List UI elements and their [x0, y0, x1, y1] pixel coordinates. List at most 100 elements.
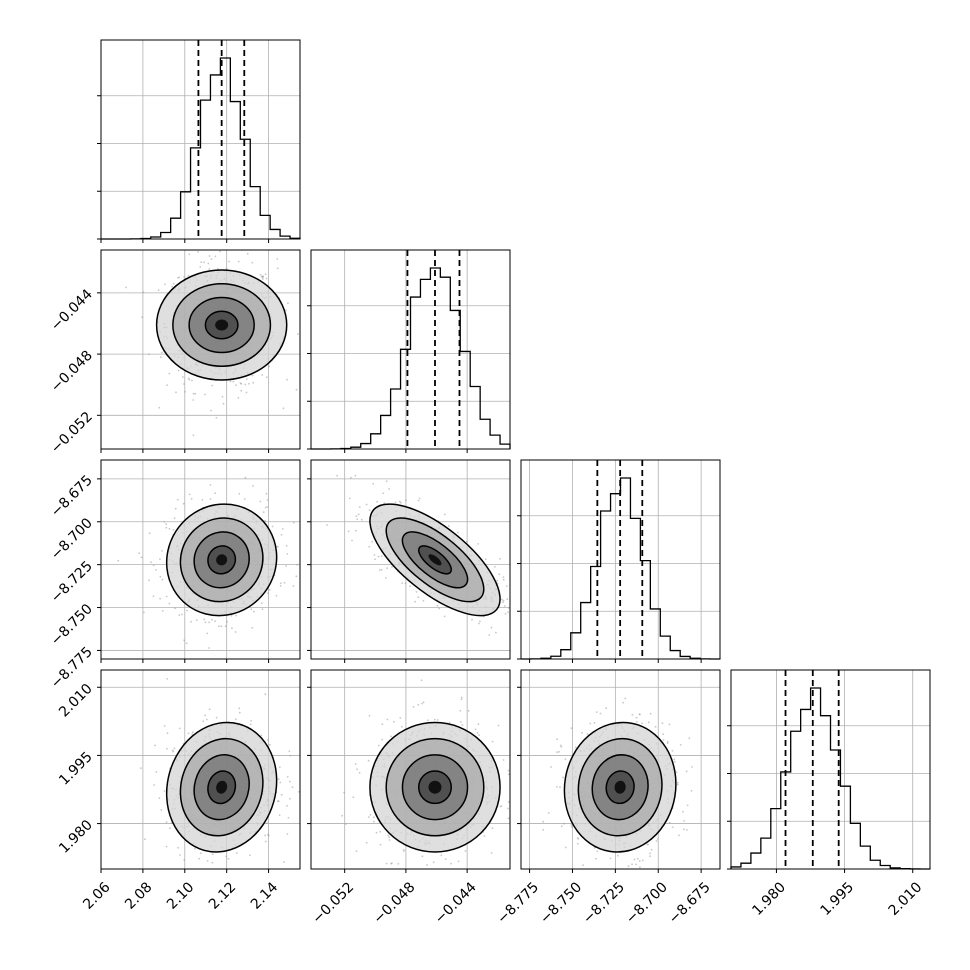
sample-point [251, 374, 254, 377]
sample-point [238, 711, 241, 714]
sample-point [214, 492, 217, 495]
sample-point [491, 827, 494, 830]
density-peak [216, 780, 228, 794]
sample-point [215, 716, 218, 719]
sample-point [203, 618, 206, 621]
sample-point [627, 865, 630, 868]
sample-point [394, 501, 397, 504]
sample-point [478, 734, 481, 736]
sample-point [350, 476, 352, 479]
sample-point [235, 384, 237, 386]
sample-point [163, 725, 166, 727]
sample-point [264, 834, 266, 837]
sample-point [496, 579, 498, 582]
sample-point [117, 559, 120, 562]
sample-point [438, 607, 441, 610]
contour-line [193, 754, 250, 821]
sample-point [570, 727, 573, 730]
sample-point [268, 743, 271, 746]
sample-point [161, 550, 163, 552]
sample-point [365, 503, 368, 506]
sample-point [210, 258, 213, 260]
contour-line [401, 754, 469, 821]
sample-point [635, 721, 638, 723]
contour-line [577, 737, 663, 837]
sample-point [161, 610, 164, 612]
sample-point [298, 790, 300, 793]
sample-point [268, 589, 271, 591]
sample-point [542, 828, 545, 831]
sample-point [176, 498, 179, 501]
sample-point [385, 577, 387, 579]
sample-point [690, 790, 693, 792]
sample-point [683, 820, 686, 822]
sample-point [194, 847, 196, 850]
sample-point [276, 267, 279, 270]
x-tick-label: −8.675 [666, 879, 714, 927]
sample-point [204, 393, 206, 396]
sample-point [343, 791, 345, 794]
sample-point [191, 379, 193, 382]
sample-point [490, 852, 493, 854]
sample-point [265, 492, 268, 495]
sample-point [289, 754, 292, 757]
sample-point [436, 604, 439, 607]
sample-point [264, 519, 266, 522]
sample-point [245, 391, 248, 394]
sample-point [654, 725, 657, 728]
sample-point [671, 749, 674, 752]
y-tick-label: −8.725 [48, 558, 96, 606]
sample-point [285, 544, 288, 547]
contour-line [207, 770, 237, 805]
sample-point [211, 384, 214, 387]
sample-point [631, 713, 634, 716]
sample-point [187, 377, 190, 380]
sample-point [261, 608, 264, 610]
sample-point [251, 626, 254, 629]
sample-point [164, 283, 166, 286]
sample-point [375, 831, 378, 834]
sample-point [491, 740, 494, 743]
sample-point [278, 814, 281, 817]
sample-point [185, 642, 188, 645]
sample-point [191, 733, 194, 735]
sample-point [388, 836, 390, 839]
sample-point [229, 380, 232, 383]
sample-point [369, 814, 372, 816]
sample-point [380, 555, 383, 557]
sample-point [173, 747, 176, 750]
sample-point [622, 701, 624, 704]
sample-point [471, 618, 473, 621]
sample-point [649, 852, 651, 855]
sample-point [386, 567, 389, 569]
sample-point [240, 389, 243, 392]
sample-point [500, 805, 503, 807]
sample-point [358, 506, 361, 508]
sample-point [140, 556, 143, 559]
sample-point [206, 718, 208, 721]
sample-point [268, 365, 271, 368]
sample-point [267, 592, 269, 594]
sample-point [211, 618, 213, 621]
sample-point [259, 273, 262, 276]
sample-point [158, 406, 161, 409]
grid [731, 670, 930, 869]
sample-point [354, 763, 357, 765]
sample-point [266, 506, 269, 508]
histogram [730, 687, 931, 870]
sample-point [593, 721, 596, 724]
axes-frame [730, 669, 931, 870]
sample-point [356, 768, 358, 771]
y-tick-label: −8.675 [48, 472, 96, 520]
sample-point [166, 747, 168, 750]
sample-point [358, 772, 361, 774]
sample-point [351, 539, 353, 542]
sample-point [286, 804, 288, 807]
sample-point [550, 766, 552, 768]
sample-point [547, 812, 550, 814]
sample-point [245, 378, 248, 380]
sample-point [662, 739, 665, 741]
sample-point [447, 525, 450, 527]
sample-point [234, 631, 237, 633]
sample-point [277, 778, 280, 780]
